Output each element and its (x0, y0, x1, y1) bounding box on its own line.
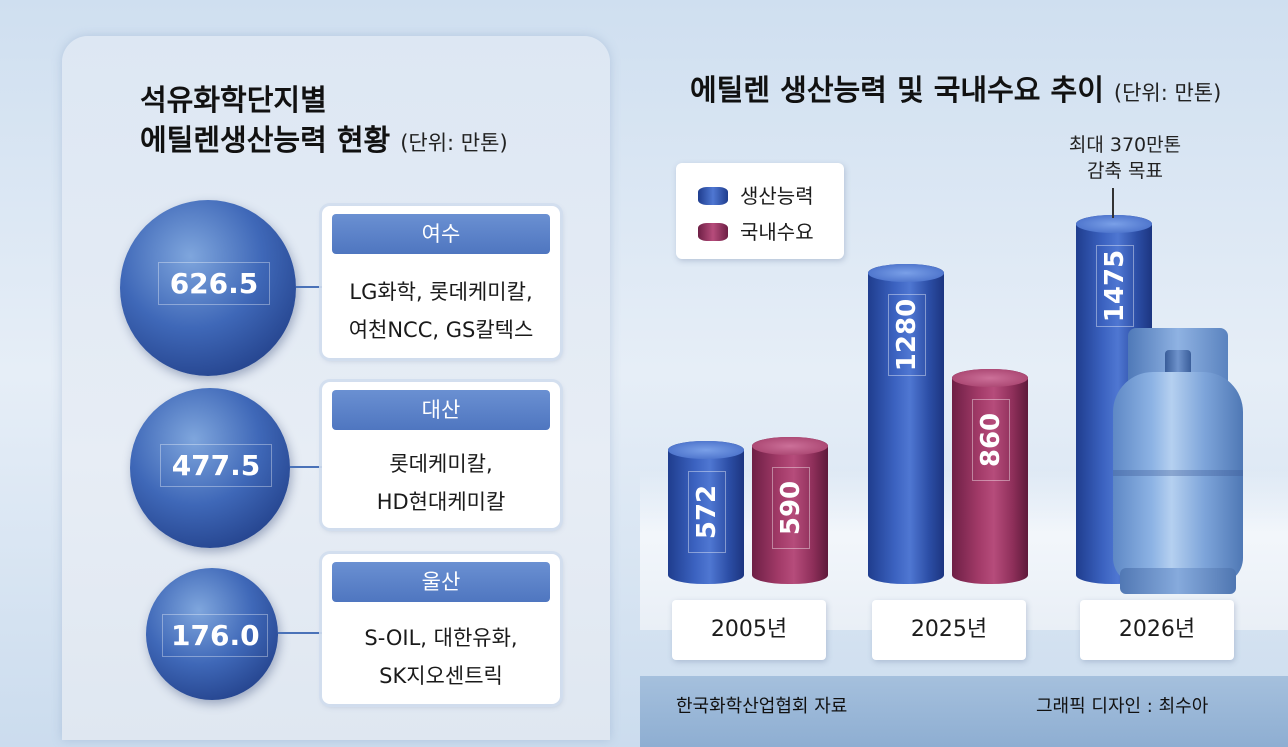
bar-label-production-0: 572 (688, 471, 726, 553)
connector-ulsan (278, 632, 322, 634)
bar-label-production-1: 1280 (888, 294, 926, 376)
category-2026: 2026년 (1080, 600, 1234, 660)
card-line-yeosu-2: 여천NCC, GS칼텍스 (348, 318, 534, 342)
card-line-ulsan-1: S-OIL, 대한유화, (364, 626, 518, 650)
card-yeosu: 여수 LG화학, 롯데케미칼, 여천NCC, GS칼텍스 (322, 206, 560, 358)
category-2005: 2005년 (672, 600, 826, 660)
source-text: 한국화학산업협회 자료 (676, 696, 848, 717)
bar-demand-0 (752, 436, 828, 584)
gas-cylinder-icon (1113, 372, 1243, 584)
chart-title-text: 에틸렌 생산능력 및 국내수요 추이 (690, 73, 1104, 107)
bar-label-demand-0: 590 (772, 466, 810, 549)
card-line-daesan-2: HD현대케미칼 (376, 490, 506, 514)
footer-band (640, 676, 1288, 747)
category-2025: 2025년 (872, 600, 1026, 660)
sphere-yeosu (120, 200, 296, 376)
annotation-line2: 감축 목표 (1087, 160, 1163, 182)
bar-cap-production-0 (668, 441, 744, 459)
value-ulsan: 176.0 (162, 614, 268, 657)
legend-swatch-production (698, 187, 728, 205)
gas-cylinder-band (1113, 470, 1243, 476)
card-line-ulsan-2: SK지오센트릭 (379, 664, 503, 688)
legend: 생산능력 국내수요 (676, 163, 844, 259)
legend-label-demand: 국내수요 (740, 220, 814, 244)
chart-title: 에틸렌 생산능력 및 국내수요 추이 (단위: 만톤) (690, 67, 1221, 109)
legend-label-production: 생산능력 (740, 184, 814, 208)
card-ulsan: 울산 S-OIL, 대한유화, SK지오센트릭 (322, 554, 560, 704)
annotation: 최대 370만톤 감축 목표 (1040, 132, 1210, 184)
sphere-ulsan (146, 568, 278, 700)
bar-cap-demand-0 (752, 436, 828, 455)
connector-yeosu (296, 286, 322, 288)
card-line-yeosu-1: LG화학, 롯데케미칼, (349, 280, 533, 304)
card-head-daesan: 대산 (332, 390, 550, 430)
chart-unit: (단위: 만톤) (1113, 81, 1222, 105)
annotation-line1: 최대 370만톤 (1068, 134, 1182, 156)
card-head-yeosu: 여수 (332, 214, 550, 254)
value-daesan: 477.5 (160, 444, 272, 487)
bar-cap-production-1 (868, 264, 944, 282)
card-head-ulsan: 울산 (332, 562, 550, 602)
credit-text: 그래픽 디자인 : 최수아 (1036, 696, 1209, 717)
bar-cap-demand-1 (952, 369, 1028, 387)
left-title-text: 에틸렌생산능력 현황 (140, 123, 391, 157)
value-yeosu: 626.5 (158, 262, 270, 305)
left-unit: (단위: 만톤) (400, 131, 508, 155)
bar-production-1 (868, 264, 944, 584)
bar-demand-1 (952, 369, 1028, 584)
sphere-daesan (130, 388, 290, 548)
bar-production-0 (668, 441, 744, 584)
left-title-line1: 석유화학단지별 (140, 83, 327, 117)
bar-label-production-2: 1475 (1096, 245, 1134, 328)
annotation-leader (1112, 188, 1114, 218)
bar-label-demand-1: 860 (972, 399, 1010, 481)
connector-daesan (290, 466, 322, 468)
left-title-line2: 에틸렌생산능력 현황 (단위: 만톤) (140, 120, 508, 163)
card-line-daesan-1: 롯데케미칼, (389, 452, 493, 476)
bar-cap-production-2 (1076, 215, 1152, 234)
legend-swatch-demand (698, 223, 728, 241)
gas-cylinder-base (1120, 568, 1236, 594)
card-daesan: 대산 롯데케미칼, HD현대케미칼 (322, 382, 560, 528)
